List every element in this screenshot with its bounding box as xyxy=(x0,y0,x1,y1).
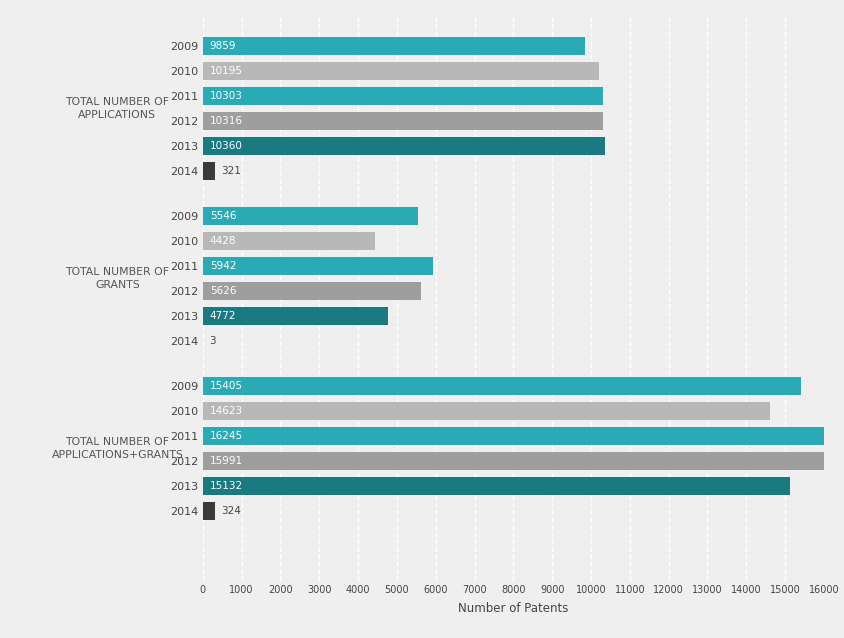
Text: 10303: 10303 xyxy=(209,91,242,101)
Bar xyxy=(203,477,789,494)
Text: 10316: 10316 xyxy=(209,116,242,126)
Bar xyxy=(203,112,603,130)
Bar xyxy=(203,452,823,470)
Bar xyxy=(203,37,585,55)
Bar xyxy=(203,307,387,325)
Text: 14623: 14623 xyxy=(209,406,242,416)
Text: TOTAL NUMBER OF
APPLICATIONS: TOTAL NUMBER OF APPLICATIONS xyxy=(65,97,169,120)
Bar xyxy=(203,256,433,275)
Text: 15405: 15405 xyxy=(209,381,242,390)
Text: 4772: 4772 xyxy=(209,311,236,321)
Bar xyxy=(203,232,374,250)
Bar xyxy=(203,137,604,155)
Bar xyxy=(203,62,598,80)
Bar xyxy=(203,376,800,395)
Bar xyxy=(203,501,215,519)
Bar xyxy=(203,282,420,300)
Text: TOTAL NUMBER OF
GRANTS: TOTAL NUMBER OF GRANTS xyxy=(65,267,169,290)
Text: 10195: 10195 xyxy=(209,66,242,76)
X-axis label: Number of Patents: Number of Patents xyxy=(457,602,568,614)
Text: 9859: 9859 xyxy=(209,41,236,51)
Text: 3: 3 xyxy=(208,336,215,346)
Bar xyxy=(203,87,602,105)
Bar xyxy=(203,207,418,225)
Bar xyxy=(203,162,215,180)
Text: 16245: 16245 xyxy=(209,431,242,441)
Text: 15991: 15991 xyxy=(209,456,242,466)
Text: 5626: 5626 xyxy=(209,286,236,296)
Text: 321: 321 xyxy=(221,166,241,176)
Text: 10360: 10360 xyxy=(209,141,242,151)
Text: 15132: 15132 xyxy=(209,480,242,491)
Bar xyxy=(203,427,832,445)
Text: 324: 324 xyxy=(221,506,241,516)
Text: 5546: 5546 xyxy=(209,211,236,221)
Text: 5942: 5942 xyxy=(209,261,236,271)
Bar xyxy=(203,402,770,420)
Text: 4428: 4428 xyxy=(209,236,236,246)
Text: TOTAL NUMBER OF
APPLICATIONS+GRANTS: TOTAL NUMBER OF APPLICATIONS+GRANTS xyxy=(51,436,183,460)
